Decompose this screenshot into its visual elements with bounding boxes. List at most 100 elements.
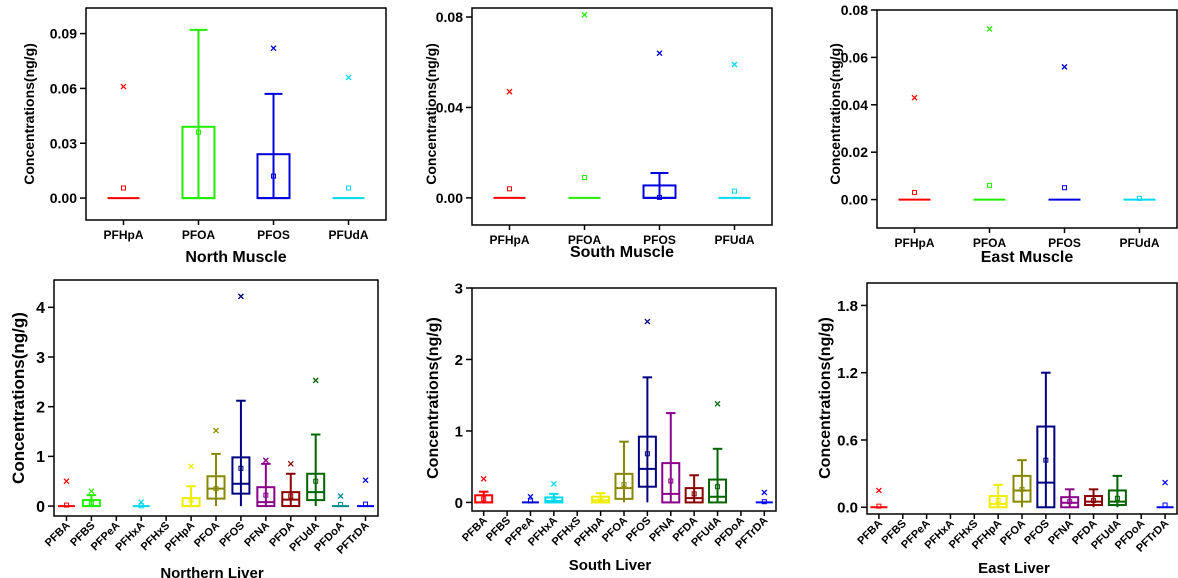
chart-title: South Muscle xyxy=(570,244,674,261)
outlier-marker xyxy=(550,480,557,487)
mean-marker xyxy=(691,491,697,497)
y-tick-label: 1 xyxy=(36,449,45,466)
y-tick-label: 1.2 xyxy=(837,365,858,382)
mean-marker xyxy=(363,501,369,507)
outlier-marker xyxy=(1061,63,1068,70)
outlier-marker xyxy=(875,487,882,494)
box-pfna xyxy=(661,412,681,504)
box-pftrda xyxy=(357,477,375,508)
mean-marker xyxy=(1162,502,1168,508)
box-pfda xyxy=(281,460,301,508)
y-tick-label: 0 xyxy=(36,499,45,516)
panel-south-liver: 0123PFBAPFBSPFPeAPFHxAPFHxSPFHpAPFOAPFOS… xyxy=(425,280,777,574)
outlier-marker xyxy=(986,25,993,32)
mean-marker xyxy=(88,500,94,506)
y-tick-label: 0.00 xyxy=(50,190,77,206)
mean-marker xyxy=(288,493,294,499)
box-pfhpa xyxy=(493,88,526,199)
x-tick-label: PFOS xyxy=(217,520,247,550)
outlier-marker xyxy=(362,477,369,484)
box-body xyxy=(614,472,634,500)
mean-marker xyxy=(1043,457,1049,463)
box-pfhpa xyxy=(988,483,1008,509)
y-tick-label: 0.02 xyxy=(841,144,868,160)
outlier-marker xyxy=(581,11,588,18)
mean-marker xyxy=(138,503,144,509)
box-pfos xyxy=(1048,63,1081,201)
outlier-marker xyxy=(337,493,344,500)
y-tick-label: 0.06 xyxy=(50,80,77,96)
box-pfos xyxy=(231,293,251,507)
box-pfhpa xyxy=(107,83,140,200)
mean-marker xyxy=(481,496,487,502)
mean-marker xyxy=(715,484,721,490)
box-body xyxy=(637,435,657,488)
mean-marker xyxy=(876,503,882,509)
mean-marker xyxy=(1067,499,1073,505)
outlier-marker xyxy=(480,475,487,482)
box-pfoa xyxy=(181,28,216,200)
mean-marker xyxy=(657,194,662,200)
y-tick-label: 0.00 xyxy=(436,190,463,206)
box-body xyxy=(1084,495,1104,507)
y-tick-label: 0.6 xyxy=(837,432,858,449)
box-pfuda xyxy=(718,61,751,199)
y-tick-label: 2 xyxy=(455,352,463,369)
mean-marker xyxy=(1019,486,1025,492)
panel-north-muscle: 0.00 0.03 0.06 0.09 PFHpA PFOA PFOS PFUdA Conce… xyxy=(21,7,387,266)
outlier-marker xyxy=(270,45,277,52)
outlier-marker xyxy=(656,50,663,57)
chart-title: Northern Liver xyxy=(160,565,264,578)
box-pfhpa xyxy=(591,492,611,504)
box-pfoa xyxy=(568,11,601,199)
x-tick-label: PFOA xyxy=(192,520,222,550)
y-tick-label: 1.8 xyxy=(837,298,858,315)
mean-marker xyxy=(598,496,604,502)
y-tick-label: 0.00 xyxy=(841,192,868,208)
y-tick-label: 4 xyxy=(36,300,45,317)
outlier-marker xyxy=(63,478,70,485)
outlier-marker xyxy=(731,61,738,68)
x-tick-label: PFHpA xyxy=(490,233,530,247)
x-tick-label: PFBA xyxy=(855,518,885,548)
mean-marker xyxy=(1091,498,1097,504)
plot-frame xyxy=(876,9,1178,229)
outlier-marker xyxy=(213,427,219,434)
chart-title: South Liver xyxy=(569,557,652,574)
y-tick-label: 0.08 xyxy=(841,2,868,18)
y-tick-label: 0.0 xyxy=(837,500,858,517)
x-tick-label: PFOS xyxy=(1022,518,1052,548)
mean-marker xyxy=(196,129,201,135)
y-tick-label: 0.08 xyxy=(436,9,463,25)
box-pfoa xyxy=(973,25,1006,201)
box-body xyxy=(1036,425,1056,509)
y-axis-label: Concentrations(ng/g) xyxy=(817,317,834,479)
outlier-marker xyxy=(345,74,352,81)
x-tick-label: PFOS xyxy=(257,228,290,242)
x-tick-label: PFOS xyxy=(643,233,676,247)
x-tick-label: PFUdA xyxy=(715,233,755,247)
outlier-marker xyxy=(312,377,319,384)
box-pfna xyxy=(256,457,276,508)
mean-marker xyxy=(313,478,319,484)
mean-marker xyxy=(527,498,533,504)
box-pfos xyxy=(642,50,677,200)
x-tick-label: PFBA xyxy=(460,515,490,545)
mean-marker xyxy=(507,186,512,192)
outlier-marker xyxy=(644,318,651,325)
mean-marker xyxy=(912,189,917,195)
y-tick-label: 0.06 xyxy=(841,49,868,65)
x-tick-label: PFUdA xyxy=(329,228,369,242)
mean-marker xyxy=(1137,195,1142,201)
y-tick-label: 0 xyxy=(455,495,463,512)
outlier-marker xyxy=(527,493,534,500)
mean-marker xyxy=(621,482,627,488)
panel-south-muscle: 0.00 0.04 0.08 PFHpA PFOA PFOS PFUdA Concentra… xyxy=(423,7,773,261)
box-body xyxy=(1107,489,1127,507)
mean-marker xyxy=(551,496,557,502)
box-pfdoa xyxy=(332,493,350,508)
box-pfuda xyxy=(1123,195,1156,201)
y-tick-label: 0.04 xyxy=(841,97,868,113)
mean-marker xyxy=(213,486,219,492)
